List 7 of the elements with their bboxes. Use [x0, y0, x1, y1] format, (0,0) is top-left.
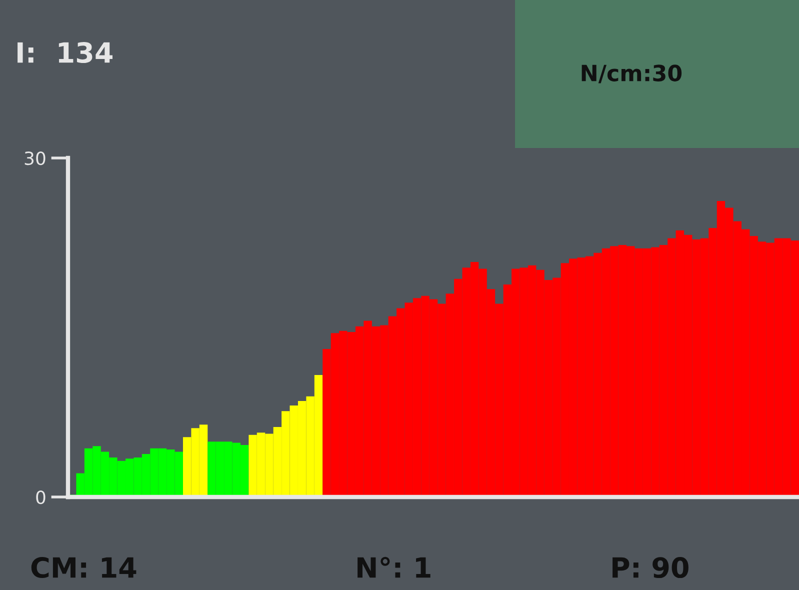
text: I: 134 — [18, 42, 112, 64]
text: P: 90 — [612, 557, 688, 578]
y-tick-label: 30 — [24, 151, 46, 166]
text: N°: 1 — [358, 556, 430, 578]
y-tick-label: 0 — [36, 490, 46, 504]
text: CM: 14 — [31, 557, 136, 578]
text: N/cm:30 — [582, 64, 682, 84]
